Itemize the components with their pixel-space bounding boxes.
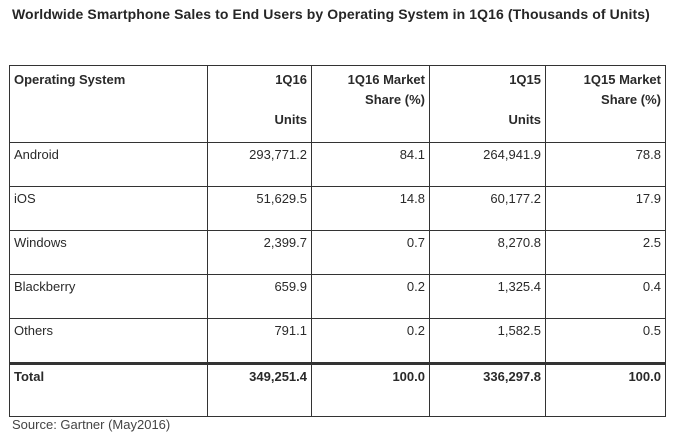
header-1q16-share-line1: 1Q16 Market	[347, 72, 425, 87]
cell-total-1q16-share: 100.0	[311, 362, 430, 417]
cell-os: Android	[9, 142, 208, 187]
cell-1q15-units: 264,941.9	[429, 142, 546, 187]
table-total-row: Total 349,251.4 100.0 336,297.8 100.0	[9, 362, 666, 417]
table-header-row: Operating System 1Q16 Units 1Q16 Market …	[9, 65, 666, 143]
cell-total-1q15-share: 100.0	[545, 362, 666, 417]
table-row: iOS 51,629.5 14.8 60,177.2 17.9	[9, 186, 666, 231]
cell-1q15-share: 0.5	[545, 318, 666, 364]
cell-1q15-units: 1,582.5	[429, 318, 546, 364]
header-1q16-share: 1Q16 Market Share (%)	[311, 65, 430, 143]
cell-os: Blackberry	[9, 274, 208, 319]
header-1q16-label: 1Q16	[275, 72, 307, 87]
cell-total-1q15-units: 336,297.8	[429, 362, 546, 417]
cell-1q16-share: 14.8	[311, 186, 430, 231]
cell-1q15-share: 2.5	[545, 230, 666, 275]
cell-1q16-units: 659.9	[207, 274, 312, 319]
cell-1q15-units: 60,177.2	[429, 186, 546, 231]
header-1q15-share: 1Q15 Market Share (%)	[545, 65, 666, 143]
cell-1q15-share: 17.9	[545, 186, 666, 231]
cell-1q16-units: 293,771.2	[207, 142, 312, 187]
header-1q15-share-line2: Share (%)	[601, 92, 661, 107]
table-row: Others 791.1 0.2 1,582.5 0.5	[9, 318, 666, 364]
cell-1q15-share: 0.4	[545, 274, 666, 319]
header-operating-system: Operating System	[9, 65, 208, 143]
cell-1q16-share: 0.2	[311, 318, 430, 364]
source-note: Source: Gartner (May2016)	[12, 417, 171, 432]
page-title: Worldwide Smartphone Sales to End Users …	[12, 6, 650, 22]
cell-1q15-units: 8,270.8	[429, 230, 546, 275]
header-1q15-label: 1Q15	[509, 72, 541, 87]
table-row: Blackberry 659.9 0.2 1,325.4 0.4	[9, 274, 666, 319]
cell-1q16-share: 84.1	[311, 142, 430, 187]
cell-os: Others	[9, 318, 208, 364]
header-1q15-units: 1Q15 Units	[429, 65, 546, 143]
header-1q16-units: 1Q16 Units	[207, 65, 312, 143]
cell-total-1q16-units: 349,251.4	[207, 362, 312, 417]
cell-1q16-units: 791.1	[207, 318, 312, 364]
cell-os: Windows	[9, 230, 208, 275]
cell-1q16-units: 2,399.7	[207, 230, 312, 275]
cell-1q15-share: 78.8	[545, 142, 666, 187]
table-row: Android 293,771.2 84.1 264,941.9 78.8	[9, 142, 666, 187]
cell-os: iOS	[9, 186, 208, 231]
cell-1q16-units: 51,629.5	[207, 186, 312, 231]
cell-1q16-share: 0.7	[311, 230, 430, 275]
cell-1q15-units: 1,325.4	[429, 274, 546, 319]
header-1q15-units-label: Units	[508, 112, 542, 127]
table-row: Windows 2,399.7 0.7 8,270.8 2.5	[9, 230, 666, 275]
header-1q16-share-line2: Share (%)	[365, 92, 425, 107]
header-1q15-share-line1: 1Q15 Market	[583, 72, 661, 87]
header-1q16-units-label: Units	[274, 112, 308, 127]
sales-table: Operating System 1Q16 Units 1Q16 Market …	[9, 65, 666, 417]
cell-1q16-share: 0.2	[311, 274, 430, 319]
cell-total-label: Total	[9, 362, 208, 417]
